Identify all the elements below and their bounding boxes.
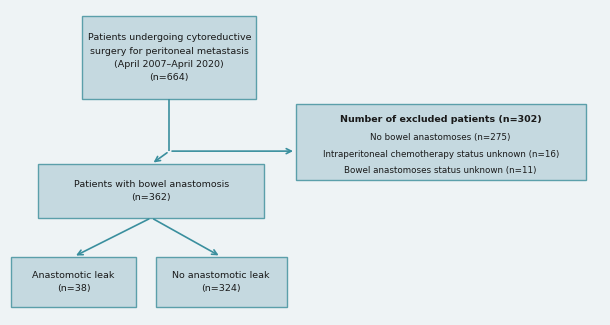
- FancyBboxPatch shape: [38, 164, 264, 218]
- FancyBboxPatch shape: [82, 16, 256, 99]
- Text: Number of excluded patients (n=302): Number of excluded patients (n=302): [340, 115, 542, 124]
- FancyBboxPatch shape: [11, 257, 136, 307]
- Text: Bowel anastomoses status unknown (n=11): Bowel anastomoses status unknown (n=11): [345, 166, 537, 176]
- Text: No anastomotic leak
(n=324): No anastomotic leak (n=324): [173, 271, 270, 293]
- Text: Patients with bowel anastomosis
(n=362): Patients with bowel anastomosis (n=362): [74, 180, 229, 202]
- FancyBboxPatch shape: [156, 257, 287, 307]
- Text: No bowel anastomoses (n=275): No bowel anastomoses (n=275): [370, 133, 511, 142]
- Text: Intraperitoneal chemotherapy status unknown (n=16): Intraperitoneal chemotherapy status unkn…: [323, 150, 559, 159]
- Text: Patients undergoing cytoreductive
surgery for peritoneal metastasis
(April 2007–: Patients undergoing cytoreductive surger…: [87, 33, 251, 82]
- FancyBboxPatch shape: [296, 104, 586, 180]
- Text: Anastomotic leak
(n=38): Anastomotic leak (n=38): [32, 271, 115, 293]
